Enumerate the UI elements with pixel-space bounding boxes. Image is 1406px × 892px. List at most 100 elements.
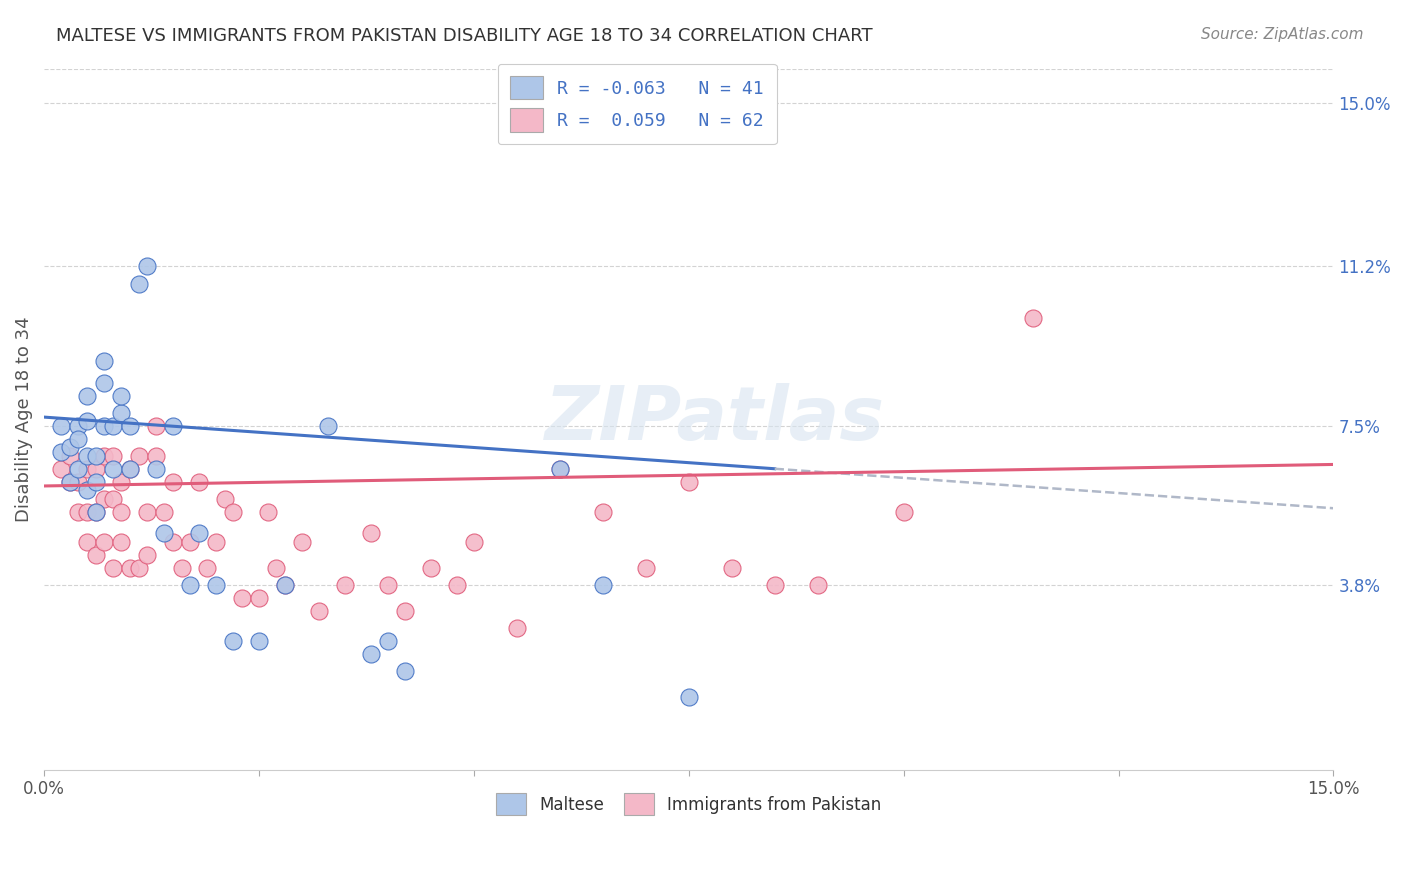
Point: [93, 354, 115, 368]
Point: [76, 462, 98, 476]
Point: [763, 578, 786, 592]
Point: [170, 560, 193, 574]
Point: [592, 578, 614, 592]
Point: [101, 418, 124, 433]
Point: [136, 260, 159, 274]
Point: [128, 449, 150, 463]
Point: [153, 526, 176, 541]
Point: [153, 505, 176, 519]
Point: [51, 418, 73, 433]
Point: [101, 462, 124, 476]
Point: [101, 491, 124, 506]
Point: [110, 505, 132, 519]
Point: [179, 535, 201, 549]
Point: [110, 388, 132, 402]
Point: [264, 560, 287, 574]
Point: [678, 690, 700, 704]
Point: [51, 462, 73, 476]
Point: [308, 604, 330, 618]
Point: [634, 560, 657, 574]
Y-axis label: Disability Age 18 to 34: Disability Age 18 to 34: [15, 317, 32, 522]
Point: [419, 560, 441, 574]
Point: [76, 535, 98, 549]
Point: [247, 633, 270, 648]
Point: [187, 475, 209, 489]
Point: [145, 449, 167, 463]
Point: [807, 578, 830, 592]
Point: [274, 578, 297, 592]
Point: [394, 664, 416, 678]
Point: [76, 414, 98, 428]
Point: [59, 475, 82, 489]
Point: [76, 483, 98, 498]
Point: [463, 535, 485, 549]
Point: [162, 535, 184, 549]
Point: [205, 535, 228, 549]
Point: [120, 560, 142, 574]
Point: [316, 418, 339, 433]
Point: [394, 604, 416, 618]
Point: [93, 449, 115, 463]
Point: [162, 418, 184, 433]
Text: ZIPatlas: ZIPatlas: [544, 383, 884, 456]
Point: [548, 462, 571, 476]
Point: [93, 535, 115, 549]
Point: [222, 633, 245, 648]
Point: [333, 578, 356, 592]
Point: [377, 633, 399, 648]
Point: [187, 526, 209, 541]
Point: [110, 475, 132, 489]
Point: [76, 449, 98, 463]
Point: [162, 475, 184, 489]
Point: [360, 526, 382, 541]
Point: [446, 578, 468, 592]
Point: [84, 505, 107, 519]
Point: [214, 491, 236, 506]
Point: [231, 591, 253, 605]
Point: [197, 560, 219, 574]
Point: [592, 505, 614, 519]
Text: Source: ZipAtlas.com: Source: ZipAtlas.com: [1201, 27, 1364, 42]
Point: [67, 505, 90, 519]
Point: [128, 560, 150, 574]
Point: [136, 505, 159, 519]
Point: [93, 376, 115, 390]
Point: [179, 578, 201, 592]
Point: [274, 578, 297, 592]
Point: [101, 560, 124, 574]
Point: [59, 475, 82, 489]
Point: [128, 277, 150, 291]
Point: [67, 418, 90, 433]
Point: [360, 647, 382, 661]
Point: [59, 440, 82, 454]
Text: MALTESE VS IMMIGRANTS FROM PAKISTAN DISABILITY AGE 18 TO 34 CORRELATION CHART: MALTESE VS IMMIGRANTS FROM PAKISTAN DISA…: [56, 27, 873, 45]
Point: [893, 505, 915, 519]
Point: [136, 548, 159, 562]
Point: [84, 548, 107, 562]
Point: [84, 449, 107, 463]
Point: [120, 462, 142, 476]
Point: [720, 560, 742, 574]
Point: [291, 535, 314, 549]
Point: [120, 462, 142, 476]
Point: [76, 388, 98, 402]
Point: [67, 432, 90, 446]
Point: [76, 505, 98, 519]
Point: [1021, 311, 1043, 326]
Point: [256, 505, 278, 519]
Point: [51, 444, 73, 458]
Point: [678, 475, 700, 489]
Point: [84, 475, 107, 489]
Point: [222, 505, 245, 519]
Point: [101, 449, 124, 463]
Point: [93, 491, 115, 506]
Point: [145, 462, 167, 476]
Point: [205, 578, 228, 592]
Point: [93, 418, 115, 433]
Point: [110, 406, 132, 420]
Point: [247, 591, 270, 605]
Point: [506, 621, 529, 635]
Point: [548, 462, 571, 476]
Point: [67, 462, 90, 476]
Point: [110, 535, 132, 549]
